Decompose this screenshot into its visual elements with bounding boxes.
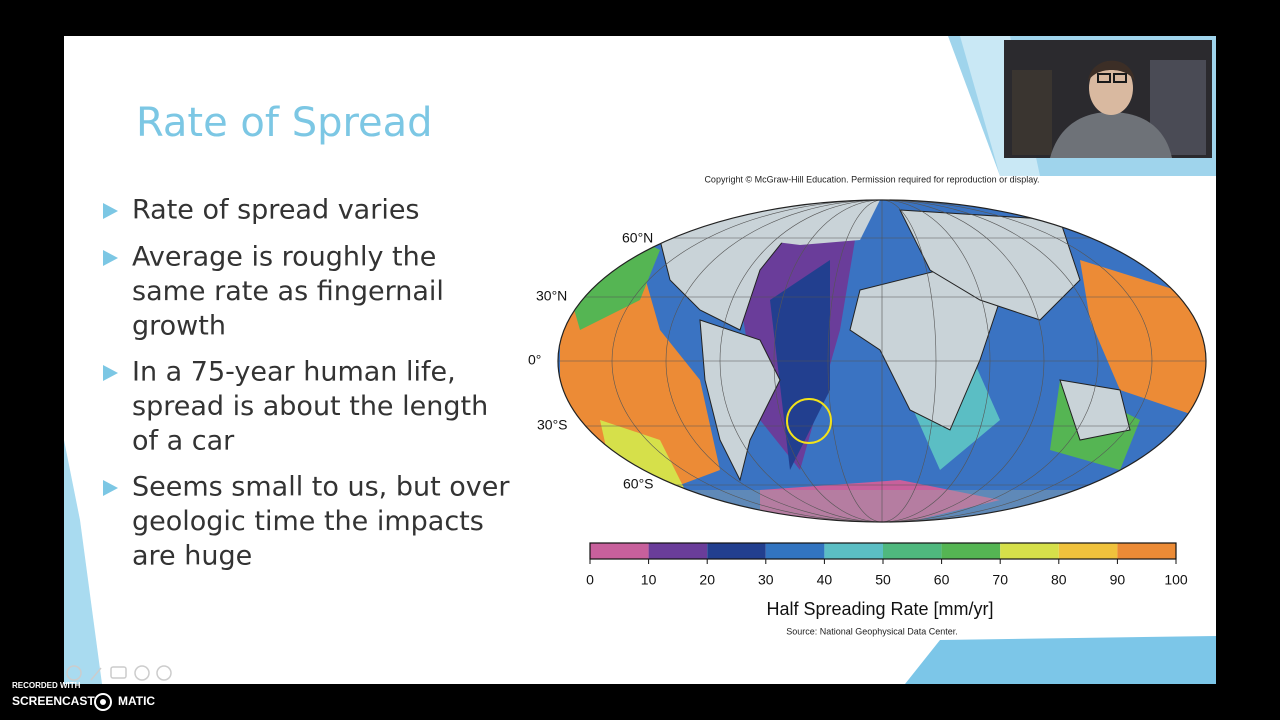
bullet-text: In a 75-year human life, (132, 357, 456, 388)
latitude-label: 60°N (622, 230, 653, 246)
colorbar-segment (648, 543, 708, 559)
pen-button[interactable] (90, 667, 102, 681)
recorder-logo (100, 699, 106, 705)
latitude-label: 0° (528, 352, 541, 368)
colorbar-segment (1000, 543, 1059, 559)
bullet-marker (103, 480, 118, 496)
colorbar-tick-label: 100 (1164, 572, 1188, 588)
colorbar-tick-label: 70 (992, 572, 1008, 588)
colorbar-segment (590, 543, 649, 559)
colorbar-tick-label: 50 (875, 572, 891, 588)
latitude-label: 60°S (623, 476, 654, 492)
bullet-marker (103, 250, 118, 266)
latitude-label: 30°N (536, 288, 567, 304)
colorbar-tick-label: 60 (934, 572, 950, 588)
recorder-logo (94, 693, 112, 711)
slide-decoration (64, 440, 102, 684)
copyright: Copyright © McGraw-Hill Education. Permi… (704, 174, 1039, 184)
latitude-label: 30°S (537, 417, 568, 433)
colorbar-segment (1058, 543, 1118, 559)
colorbar-tick-label: 80 (1051, 572, 1067, 588)
map-border (557, 199, 1207, 523)
recorder-brand: SCREENCAST (12, 694, 95, 708)
colorbar-segment (1117, 543, 1176, 559)
colorbar-tick-label: 20 (699, 572, 715, 588)
recorder-brand: MATIC (118, 694, 155, 708)
bullet-text: Rate of spread varies (132, 195, 420, 226)
colorbar-tick-label: 0 (586, 572, 594, 588)
bullet-marker (103, 365, 118, 381)
more-button[interactable] (134, 665, 150, 681)
colorbar-tick-label: 30 (758, 572, 774, 588)
colorbar-tick-label: 10 (641, 572, 657, 588)
previous-button[interactable] (66, 665, 82, 681)
webcam (1004, 40, 1212, 158)
slide-decoration (905, 636, 1216, 684)
colorbar-segment (883, 543, 942, 559)
player-controls (66, 665, 172, 681)
bullet-text: Average is roughly the (132, 242, 436, 273)
cursor-highlight (786, 398, 832, 444)
bullet-marker (103, 203, 118, 219)
source: Source: National Geophysical Data Center… (786, 626, 958, 636)
bullet-text: are huge (132, 541, 252, 572)
colorbar: 0 10 20 30 40 50 60 70 80 90 100 (586, 542, 1188, 588)
colorbar-segment (765, 543, 825, 559)
next-button[interactable] (156, 665, 172, 681)
colorbar-label: Half Spreading Rate [mm/yr] (766, 599, 993, 619)
colorbar-segment (824, 543, 883, 559)
bullet-text: same rate as fingernail (132, 276, 444, 307)
bullet-text: geologic time the impacts (132, 506, 484, 537)
colorbar-segment (707, 543, 766, 559)
captions-button[interactable] (110, 666, 127, 679)
bullet-text: growth (132, 311, 226, 342)
bullet-list: Rate of spread varies Average is roughly … (103, 195, 510, 572)
colorbar-segment (941, 543, 1001, 559)
recorder-caption: RECORDED WITH (12, 681, 81, 690)
bullet-text: spread is about the length (132, 391, 488, 422)
colorbar-tick-label: 90 (1110, 572, 1126, 588)
bullet-text: Seems small to us, but over (132, 472, 510, 503)
colorbar-tick-label: 40 (817, 572, 833, 588)
slide-title: Rate of Spread (136, 100, 433, 146)
bullet-text: of a car (132, 426, 235, 457)
